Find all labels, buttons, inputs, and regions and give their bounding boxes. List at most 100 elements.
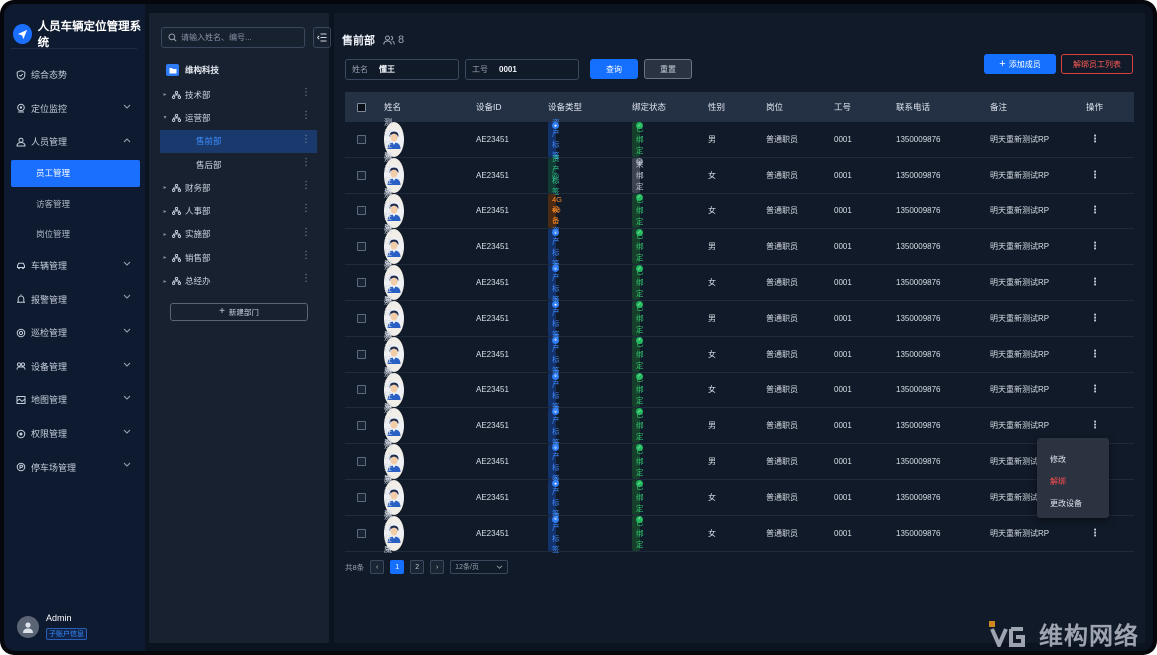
id-filter-field[interactable]: 工号 0001: [465, 59, 579, 80]
more-vertical-icon[interactable]: ⋮: [301, 273, 311, 285]
caret-right-icon[interactable]: ▸: [163, 208, 167, 215]
table-row[interactable]: 测试狂魔 AE23451 ● 资产标签 ✓ 已绑定 女 普通职员 0001 1350009876 明…: [345, 333, 1134, 375]
row-checkbox[interactable]: [357, 516, 366, 551]
table-row[interactable]: 测试狂魔 AE23451 ● 资产标签 ✓ 已绑定 男 普通职员 0001 1350009876 明…: [345, 405, 1134, 447]
page-button[interactable]: 2: [410, 560, 425, 574]
reset-button[interactable]: 重置: [644, 59, 692, 79]
employee-no-cell: 0001: [834, 528, 852, 538]
sub-account-badge[interactable]: 子账户信息: [46, 628, 87, 640]
more-actions-icon[interactable]: ⋮: [1090, 277, 1100, 289]
dept-root[interactable]: 维构科技: [166, 64, 219, 76]
menu-item-unbind[interactable]: 解绑: [1050, 476, 1066, 486]
row-checkbox[interactable]: [357, 480, 366, 515]
sidebar-subitem-employees[interactable]: 员工管理: [11, 159, 140, 187]
sidebar-item-vehicles[interactable]: 车辆管理: [4, 249, 145, 283]
dept-tree-item[interactable]: ▸ 总经办 ⋮: [160, 269, 317, 292]
search-button[interactable]: 查询: [590, 59, 638, 79]
dept-search-box[interactable]: [161, 27, 305, 48]
table-row[interactable]: 测试狂魔 AE23451 ● 资产标签 ✓ 已绑定 女 普通职员 0001 1350009876 明…: [345, 512, 1134, 554]
more-actions-icon[interactable]: ⋮: [1090, 169, 1100, 181]
avatar: [384, 336, 404, 372]
user-profile[interactable]: Admin 子账户信息: [17, 613, 87, 641]
more-vertical-icon[interactable]: ⋮: [301, 110, 311, 122]
row-checkbox[interactable]: [357, 301, 366, 336]
more-vertical-icon[interactable]: ⋮: [301, 133, 311, 145]
sidebar-item-parking[interactable]: 停车场管理: [4, 450, 145, 484]
more-vertical-icon[interactable]: ⋮: [301, 250, 311, 262]
name-filter-value[interactable]: 懂王: [379, 65, 395, 74]
id-filter-value[interactable]: 0001: [499, 65, 517, 74]
unbind-list-button[interactable]: 解绑员工列表: [1061, 54, 1133, 74]
dept-tree-item[interactable]: ▸ 实施部 ⋮: [160, 223, 317, 246]
table-row[interactable]: 测试狂魔 AE23451 4G 4G设备 ✓ 已绑定 女 普通职员 0001 1350009876…: [345, 190, 1134, 232]
row-checkbox[interactable]: [357, 337, 366, 372]
more-actions-icon[interactable]: ⋮: [1090, 527, 1100, 539]
more-actions-icon[interactable]: ⋮: [1090, 348, 1100, 360]
new-department-button[interactable]: + 新建部门: [170, 303, 308, 321]
name-filter-field[interactable]: 姓名 懂王: [345, 59, 459, 80]
row-checkbox[interactable]: [357, 265, 366, 300]
sidebar-item-personnel[interactable]: 人员管理: [4, 125, 145, 159]
dept-tree-item[interactable]: ▸ 财务部 ⋮: [160, 176, 317, 199]
dept-tree-item[interactable]: ▸ 人事部 ⋮: [160, 199, 317, 222]
table-row[interactable]: 测试狂魔 AE23451 ● 资产标签 ✓ 已绑定 男 普通职员 0001 1350009876 明…: [345, 226, 1134, 268]
sidebar-item-devices[interactable]: 设备管理: [4, 350, 145, 384]
table-row[interactable]: 测试狂魔 AE23451 ◎ 资产标签 ✕ 未绑定 女 普通职员 0001 1350009876 明…: [345, 154, 1134, 196]
more-vertical-icon[interactable]: ⋮: [301, 226, 311, 238]
page-button[interactable]: 1: [390, 560, 405, 574]
sidebar-item-location[interactable]: 定位监控: [4, 92, 145, 126]
collapse-tree-button[interactable]: [313, 27, 331, 48]
table-row[interactable]: 测试狂魔 AE23451 ● 资产标签 ✓ 已绑定 男 普通职员 0001 1350009876 明…: [345, 297, 1134, 339]
row-checkbox[interactable]: [357, 373, 366, 408]
caret-right-icon[interactable]: ▸: [163, 231, 167, 238]
sidebar-item-overview[interactable]: 综合态势: [4, 58, 145, 92]
table-row[interactable]: 测试狂魔 AE23451 ● 资产标签 ✓ 已绑定 女 普通职员 0001 1350009876 明…: [345, 262, 1134, 304]
table-row[interactable]: 测试狂魔 AE23451 ● 资产标签 ✓ 已绑定 女 普通职员 0001 1350009876 明…: [345, 476, 1134, 518]
sidebar-item-maps[interactable]: 地图管理: [4, 383, 145, 417]
device-type-tag: ● 资产标签: [548, 441, 560, 483]
more-actions-icon[interactable]: ⋮: [1090, 133, 1100, 145]
dept-tree-item[interactable]: ▸ 销售部 ⋮: [160, 246, 317, 269]
row-checkbox[interactable]: [357, 444, 366, 479]
caret-down-icon[interactable]: ▾: [163, 115, 167, 122]
caret-right-icon[interactable]: ▸: [163, 92, 167, 99]
table-row[interactable]: 测试狂魔 AE23451 ● 资产标签 ✓ 已绑定 男 普通职员 0001 1350009876 明…: [345, 118, 1134, 160]
menu-item-change-device[interactable]: 更改设备: [1050, 498, 1082, 508]
more-actions-icon[interactable]: ⋮: [1090, 312, 1100, 324]
more-actions-icon[interactable]: ⋮: [1090, 384, 1100, 396]
sidebar-item-patrol[interactable]: 巡检管理: [4, 316, 145, 350]
dept-tree-label: 技术部: [185, 89, 211, 100]
caret-right-icon[interactable]: ▸: [163, 255, 167, 262]
caret-right-icon[interactable]: ▸: [163, 278, 167, 285]
menu-item-edit[interactable]: 修改: [1050, 454, 1066, 464]
row-checkbox[interactable]: [357, 122, 366, 157]
more-actions-icon[interactable]: ⋮: [1090, 420, 1100, 432]
more-actions-icon[interactable]: ⋮: [1090, 241, 1100, 253]
sidebar-subitem-positions[interactable]: 岗位管理: [36, 228, 71, 239]
table-row[interactable]: 测试狂魔 AE23451 ● 资产标签 ✓ 已绑定 男 普通职员 0001 1350009876 明…: [345, 441, 1134, 483]
more-vertical-icon[interactable]: ⋮: [301, 180, 311, 192]
prev-page-button[interactable]: ‹: [370, 560, 385, 574]
more-vertical-icon[interactable]: ⋮: [301, 87, 311, 98]
dept-tree-item[interactable]: 售前部 ⋮: [160, 129, 317, 153]
more-actions-icon[interactable]: ⋮: [1090, 205, 1100, 217]
row-checkbox[interactable]: [357, 229, 366, 264]
sidebar-item-alarms[interactable]: 报警管理: [4, 282, 145, 316]
add-member-button[interactable]: + 添加成员: [984, 54, 1056, 74]
dept-tree-item[interactable]: ▾ 运营部 ⋮: [160, 106, 317, 129]
more-vertical-icon[interactable]: ⋮: [301, 156, 311, 168]
row-checkbox[interactable]: [357, 194, 366, 229]
table-row[interactable]: 测试狂魔 AE23451 ● 资产标签 ✓ 已绑定 女 普通职员 0001 1350009876 明…: [345, 369, 1134, 411]
dept-tree-item[interactable]: ▸ 技术部 ⋮: [160, 83, 317, 106]
page-size-select[interactable]: 12条/页: [450, 560, 509, 574]
more-vertical-icon[interactable]: ⋮: [301, 203, 311, 215]
dept-tree-item[interactable]: 售后部 ⋮: [160, 153, 317, 176]
row-checkbox[interactable]: [357, 408, 366, 443]
next-page-button[interactable]: ›: [430, 560, 445, 574]
sidebar-item-permissions[interactable]: 权限管理: [4, 417, 145, 451]
row-checkbox[interactable]: [357, 158, 366, 193]
sidebar-subitem-visitors[interactable]: 访客管理: [36, 198, 71, 209]
dept-search-input[interactable]: [181, 33, 301, 42]
select-all-checkbox[interactable]: [357, 92, 366, 122]
caret-right-icon[interactable]: ▸: [163, 185, 167, 192]
